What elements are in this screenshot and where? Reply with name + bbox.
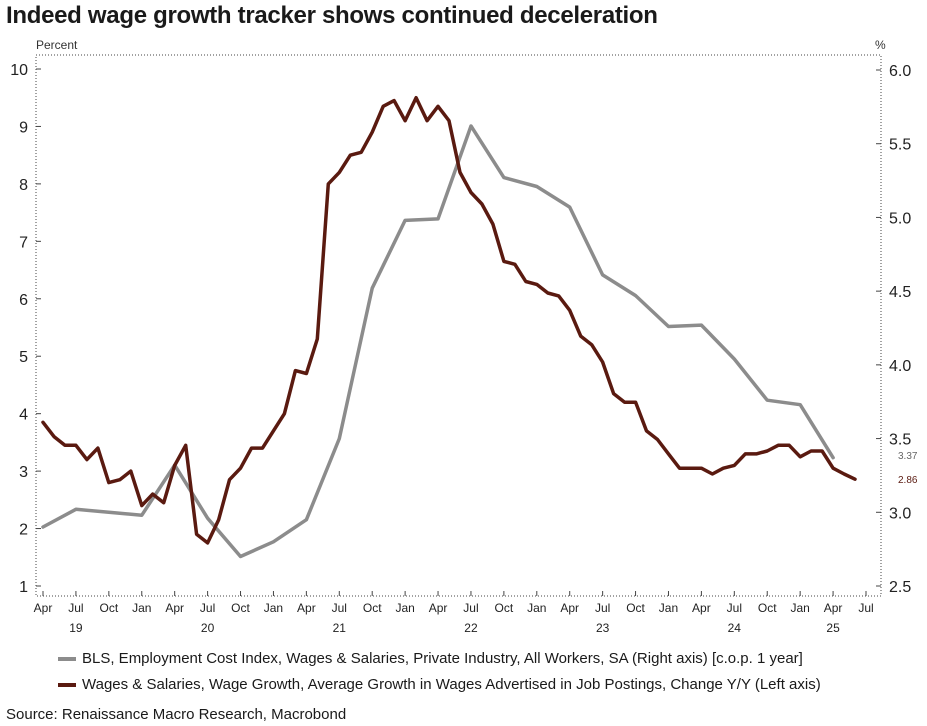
- x-axis-tick-label: Apr: [165, 601, 184, 615]
- indeed-series-line: [41, 95, 857, 545]
- x-axis-tick-label: Apr: [429, 601, 448, 615]
- legend-label-ecis: BLS, Employment Cost Index, Wages & Sala…: [82, 650, 803, 667]
- x-axis-year-label: 23: [596, 621, 610, 635]
- right-axis-tick-label: 5.5: [889, 137, 911, 154]
- x-axis-tick-label: Oct: [231, 601, 250, 615]
- x-axis-year-label: 24: [728, 621, 742, 635]
- x-axis-tick-label: Jul: [463, 601, 478, 615]
- x-axis-tick-label: Jul: [595, 601, 610, 615]
- x-axis-tick-label: Apr: [692, 601, 711, 615]
- left-axis-tick-label: 8: [19, 177, 28, 194]
- x-axis-tick-label: Apr: [560, 601, 579, 615]
- x-axis-tick-label: Oct: [495, 601, 514, 615]
- left-axis-tick-label: 10: [10, 62, 28, 79]
- x-axis-tick-label: Oct: [758, 601, 777, 615]
- right-axis-tick-label: 4.0: [889, 358, 911, 375]
- indeed-end-label: 2.86: [898, 475, 918, 486]
- ecis-series-line: [41, 124, 835, 559]
- right-axis-tick-label: 3.5: [889, 432, 911, 449]
- plot-frame: [35, 54, 882, 597]
- left-axis-tick-label: 3: [19, 464, 28, 481]
- legend-swatch-indeed: [58, 682, 76, 687]
- x-axis-tick-label: Jan: [527, 601, 546, 615]
- left-axis-tick-label: 2: [19, 522, 28, 539]
- x-axis-tick-label: Jul: [858, 601, 873, 615]
- x-axis-year-label: 25: [826, 621, 840, 635]
- right-axis-tick-label: 3.0: [889, 505, 911, 522]
- x-axis-tick-label: Oct: [363, 601, 382, 615]
- left-axis-tick-label: 7: [19, 234, 28, 251]
- right-axis-tick-label: 4.5: [889, 284, 911, 301]
- x-axis-tick-label: Jan: [395, 601, 414, 615]
- x-axis-year-label: 19: [69, 621, 83, 635]
- legend-label-indeed: Wages & Salaries, Wage Growth, Average G…: [82, 676, 821, 693]
- left-axis-tick-label: 4: [19, 407, 28, 424]
- x-axis-tick-label: Jul: [727, 601, 742, 615]
- legend-item-indeed: Wages & Salaries, Wage Growth, Average G…: [58, 676, 821, 693]
- legend-item-ecis: BLS, Employment Cost Index, Wages & Sala…: [58, 650, 803, 667]
- left-axis-tick-label: 6: [19, 292, 28, 309]
- x-axis-tick-label: Jan: [132, 601, 151, 615]
- ecis-end-label: 3.37: [898, 451, 918, 462]
- right-axis-tick-label: 6.0: [889, 63, 911, 80]
- chart-title: Indeed wage growth tracker shows continu…: [6, 2, 658, 29]
- x-axis-tick-label: Apr: [297, 601, 316, 615]
- x-axis-tick-label: Oct: [626, 601, 645, 615]
- x-axis-year-label: 21: [333, 621, 347, 635]
- left-axis-unit-label: Percent: [36, 38, 78, 52]
- left-axis-tick-label: 1: [19, 579, 28, 596]
- x-axis-tick-label: Jan: [790, 601, 809, 615]
- right-axis-unit-label: %: [875, 38, 886, 52]
- x-axis-year-label: 22: [464, 621, 478, 635]
- x-axis-tick-label: Apr: [34, 601, 53, 615]
- x-axis-tick-label: Apr: [824, 601, 843, 615]
- x-axis-tick-label: Jul: [332, 601, 347, 615]
- right-axis-tick-label: 5.0: [889, 210, 911, 227]
- left-axis-tick-label: 5: [19, 349, 28, 366]
- x-axis-tick-label: Jan: [659, 601, 678, 615]
- legend-swatch-ecis: [58, 656, 76, 661]
- x-axis-tick-label: Jul: [200, 601, 215, 615]
- left-axis-tick-label: 9: [19, 119, 28, 136]
- x-axis-tick-label: Jul: [68, 601, 83, 615]
- x-axis-year-label: 20: [201, 621, 215, 635]
- x-axis-tick-label: Jan: [264, 601, 283, 615]
- x-axis-tick-label: Oct: [100, 601, 119, 615]
- right-axis-tick-label: 2.5: [889, 579, 911, 596]
- source-note: Source: Renaissance Macro Research, Macr…: [6, 706, 347, 723]
